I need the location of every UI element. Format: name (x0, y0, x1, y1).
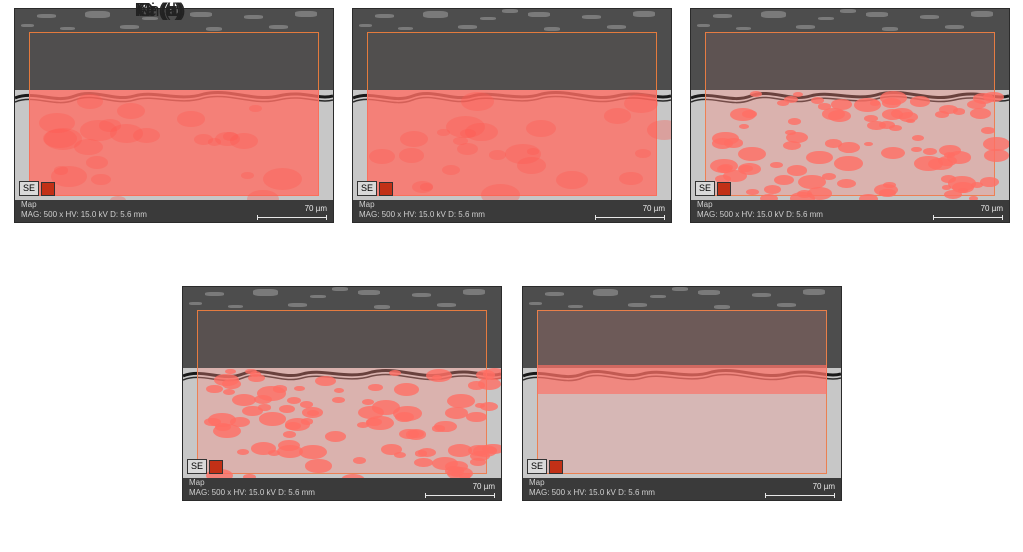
sem-image: SE MapMAG: 500 x HV: 15.0 kV D: 5.6 mm 70 … (352, 8, 672, 223)
scalebar-label: 70 µm (305, 205, 327, 214)
sem-infobar: MapMAG: 500 x HV: 15.0 kV D: 5.6 mm 70 µm (353, 200, 671, 222)
sem-infobar: MapMAG: 500 x HV: 15.0 kV D: 5.6 mm 70 µm (15, 200, 333, 222)
sem-infobar: MapMAG: 500 x HV: 15.0 kV D: 5.6 mm 70 µm (691, 200, 1009, 222)
se-badge-text: SE (527, 459, 547, 474)
panel-mn: SE MapMAG: 500 x HV: 15.0 kV D: 5.6 mm 70 … (690, 8, 1010, 223)
sem-infobar: MapMAG: 500 x HV: 15.0 kV D: 5.6 mm 70 µm (523, 478, 841, 500)
scalebar: 70 µm (933, 205, 1003, 220)
infobar-line2: MAG: 500 x HV: 15.0 kV D: 5.6 mm (697, 211, 823, 220)
se-badge: SE (187, 459, 223, 474)
scalebar-label: 70 µm (813, 483, 835, 492)
se-badge: SE (527, 459, 563, 474)
element-color-swatch (209, 460, 223, 474)
infobar-line1: Map (529, 479, 655, 488)
infobar-line1: Map (697, 201, 823, 210)
infobar-line2: MAG: 500 x HV: 15.0 kV D: 5.6 mm (359, 211, 485, 220)
sem-infobar: MapMAG: 500 x HV: 15.0 kV D: 5.6 mm 70 µm (183, 478, 501, 500)
element-color-swatch (379, 182, 393, 196)
sem-image: SE MapMAG: 500 x HV: 15.0 kV D: 5.6 mm 70 … (14, 8, 334, 223)
infobar-line2: MAG: 500 x HV: 15.0 kV D: 5.6 mm (529, 489, 655, 498)
sem-image: SE MapMAG: 500 x HV: 15.0 kV D: 5.6 mm 70 … (690, 8, 1010, 223)
se-badge: SE (695, 181, 731, 196)
element-color-swatch (41, 182, 55, 196)
se-badge-text: SE (187, 459, 207, 474)
se-badge-text: SE (357, 181, 377, 196)
scalebar-label: 70 µm (473, 483, 495, 492)
infobar-line2: MAG: 500 x HV: 15.0 kV D: 5.6 mm (189, 489, 315, 498)
panel-cr: SE MapMAG: 500 x HV: 15.0 kV D: 5.6 mm 70 … (352, 8, 672, 223)
eds-map-figure: SEMapMAG: 500 x HV: 15.0 kV D: 5.6 mm70 … (0, 0, 1023, 552)
scalebar: 70 µm (257, 205, 327, 220)
se-badge-text: SE (19, 181, 39, 196)
element-color-swatch (549, 460, 563, 474)
element-color-swatch (717, 182, 731, 196)
infobar-line1: Map (189, 479, 315, 488)
caption-o: O (e) (0, 0, 320, 21)
sem-image: SE MapMAG: 500 x HV: 15.0 kV D: 5.6 mm 70 … (182, 286, 502, 501)
infobar-line2: MAG: 500 x HV: 15.0 kV D: 5.6 mm (21, 211, 147, 220)
scalebar: 70 µm (765, 483, 835, 498)
se-badge-text: SE (695, 181, 715, 196)
scalebar: 70 µm (595, 205, 665, 220)
sem-image: SE MapMAG: 500 x HV: 15.0 kV D: 5.6 mm 70 … (522, 286, 842, 501)
scalebar-label: 70 µm (643, 205, 665, 214)
se-badge: SE (357, 181, 393, 196)
infobar-line1: Map (21, 201, 147, 210)
infobar-line1: Map (359, 201, 485, 210)
scalebar-label: 70 µm (981, 205, 1003, 214)
panel-o: SE MapMAG: 500 x HV: 15.0 kV D: 5.6 mm 70 … (522, 286, 842, 501)
panel-ni: SE MapMAG: 500 x HV: 15.0 kV D: 5.6 mm 70 … (182, 286, 502, 501)
scalebar: 70 µm (425, 483, 495, 498)
se-badge: SE (19, 181, 55, 196)
panel-fe: SE MapMAG: 500 x HV: 15.0 kV D: 5.6 mm 70 … (14, 8, 334, 223)
